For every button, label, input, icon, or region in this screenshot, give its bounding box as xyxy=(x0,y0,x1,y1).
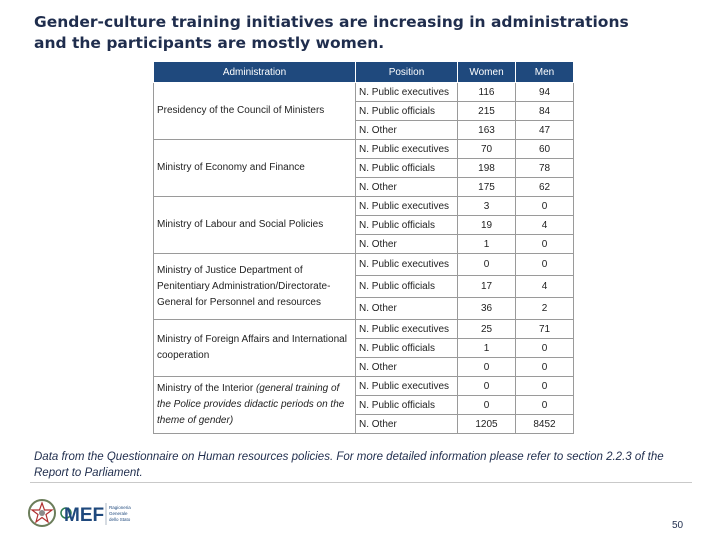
position-cell: N. Other xyxy=(355,357,458,377)
table-row: N. Public officials 0 0 xyxy=(154,395,574,415)
admin-cell: Ministry of the Interior (general traini… xyxy=(153,376,356,434)
women-cell: 25 xyxy=(457,319,516,339)
men-cell: 71 xyxy=(515,319,574,339)
page-title: Gender-culture training initiatives are … xyxy=(34,12,694,54)
position-cell: N. Public officials xyxy=(355,275,458,298)
position-cell: N. Public executives xyxy=(355,253,458,276)
position-cell: N. Public executives xyxy=(355,139,458,159)
source-note: Data from the Questionnaire on Human res… xyxy=(34,451,664,479)
men-cell: 47 xyxy=(515,120,574,140)
men-cell: 8452 xyxy=(515,414,574,434)
men-cell: 0 xyxy=(515,234,574,254)
women-cell: 0 xyxy=(457,253,516,276)
footer-divider xyxy=(30,482,692,483)
table-row: N. Public officials 17 4 xyxy=(154,275,574,298)
position-cell: N. Public officials xyxy=(355,101,458,121)
position-cell: N. Public officials xyxy=(355,158,458,178)
women-cell: 0 xyxy=(457,376,516,396)
men-cell: 0 xyxy=(515,196,574,216)
women-cell: 215 xyxy=(457,101,516,121)
table-row: Ministry of Justice Department of Penite… xyxy=(153,253,574,320)
admin-name: Presidency of the Council of Ministers xyxy=(157,105,325,116)
position-cell: N. Other xyxy=(355,120,458,140)
women-cell: 116 xyxy=(457,82,516,102)
men-cell: 62 xyxy=(515,177,574,197)
men-cell: 78 xyxy=(515,158,574,178)
data-table: Administration Position Women Men Presid… xyxy=(153,61,574,434)
position-cell: N. Public executives xyxy=(355,196,458,216)
admin-name: Ministry of Foreign Affairs and Internat… xyxy=(157,334,347,361)
women-cell: 36 xyxy=(457,297,516,320)
men-cell: 2 xyxy=(515,297,574,320)
table-row: Ministry of Economy and Finance N. Publi… xyxy=(153,139,574,197)
men-cell: 0 xyxy=(515,357,574,377)
position-cell: N. Other xyxy=(355,177,458,197)
women-cell: 3 xyxy=(457,196,516,216)
position-cell: N. Other xyxy=(355,414,458,434)
women-cell: 70 xyxy=(457,139,516,159)
women-cell: 1 xyxy=(457,338,516,358)
mef-logo-subtext-3: dello Stato xyxy=(109,517,131,522)
women-cell: 1 xyxy=(457,234,516,254)
position-cell: N. Public officials xyxy=(355,215,458,235)
admin-cell: Ministry of Foreign Affairs and Internat… xyxy=(153,319,356,377)
men-cell: 0 xyxy=(515,338,574,358)
men-cell: 4 xyxy=(515,215,574,235)
admin-cell: Ministry of Economy and Finance xyxy=(153,139,356,197)
position-cell: N. Public officials xyxy=(355,338,458,358)
table-row: N. Public officials 198 78 xyxy=(154,158,574,178)
admin-name: Ministry of Justice Department of Penite… xyxy=(157,264,331,308)
men-cell: 0 xyxy=(515,376,574,396)
position-cell: N. Other xyxy=(355,297,458,320)
header-position: Position xyxy=(355,61,458,83)
mef-logo-subtext-2: Generale xyxy=(109,511,128,516)
table-row: Presidency of the Council of Ministers N… xyxy=(153,82,574,140)
men-cell: 94 xyxy=(515,82,574,102)
men-cell: 4 xyxy=(515,275,574,298)
mef-logo: MEF Ragioneria Generale dello Stato xyxy=(60,497,140,529)
table-header-row: Administration Position Women Men xyxy=(153,61,574,83)
position-cell: N. Public executives xyxy=(355,82,458,102)
mef-logo-subtext-1: Ragioneria xyxy=(109,505,131,510)
header-administration: Administration xyxy=(153,61,356,83)
title-line-2: and the participants are mostly women. xyxy=(34,34,385,52)
position-cell: N. Public executives xyxy=(355,319,458,339)
admin-cell: Ministry of Labour and Social Policies xyxy=(153,196,356,254)
admin-name: Ministry of the Interior xyxy=(157,383,254,394)
women-cell: 175 xyxy=(457,177,516,197)
admin-name: Ministry of Labour and Social Policies xyxy=(157,219,324,230)
admin-cell: Ministry of Justice Department of Penite… xyxy=(153,253,356,320)
admin-note: (general training of the Police provides… xyxy=(157,383,345,426)
table-row: N. Other 1205 8452 xyxy=(154,414,574,434)
women-cell: 163 xyxy=(457,120,516,140)
women-cell: 198 xyxy=(457,158,516,178)
men-cell: 0 xyxy=(515,253,574,276)
position-cell: N. Public executives xyxy=(355,376,458,396)
admin-name: Ministry of Economy and Finance xyxy=(157,162,305,173)
women-cell: 19 xyxy=(457,215,516,235)
table-row: N. Public officials 19 4 xyxy=(154,215,574,235)
mef-logo-text: MEF xyxy=(64,505,104,526)
table-row: N. Other 36 2 xyxy=(154,297,574,320)
men-cell: 0 xyxy=(515,395,574,415)
header-men: Men xyxy=(515,61,574,83)
header-women: Women xyxy=(457,61,516,83)
page-number: 50 xyxy=(672,520,684,531)
men-cell: 84 xyxy=(515,101,574,121)
table-row: N. Other 0 0 xyxy=(154,357,574,377)
women-cell: 17 xyxy=(457,275,516,298)
women-cell: 1205 xyxy=(457,414,516,434)
table-row: Ministry of Labour and Social Policies N… xyxy=(153,196,574,254)
position-cell: N. Public officials xyxy=(355,395,458,415)
table-row: Ministry of the Interior (general traini… xyxy=(153,376,574,434)
women-cell: 0 xyxy=(457,357,516,377)
women-cell: 0 xyxy=(457,395,516,415)
admin-cell: Presidency of the Council of Ministers xyxy=(153,82,356,140)
table-row: N. Other 175 62 xyxy=(154,177,574,197)
title-line-1: Gender-culture training initiatives are … xyxy=(34,13,629,31)
men-cell: 60 xyxy=(515,139,574,159)
republic-emblem-icon xyxy=(26,497,58,529)
position-cell: N. Other xyxy=(355,234,458,254)
table-row: Ministry of Foreign Affairs and Internat… xyxy=(153,319,574,377)
